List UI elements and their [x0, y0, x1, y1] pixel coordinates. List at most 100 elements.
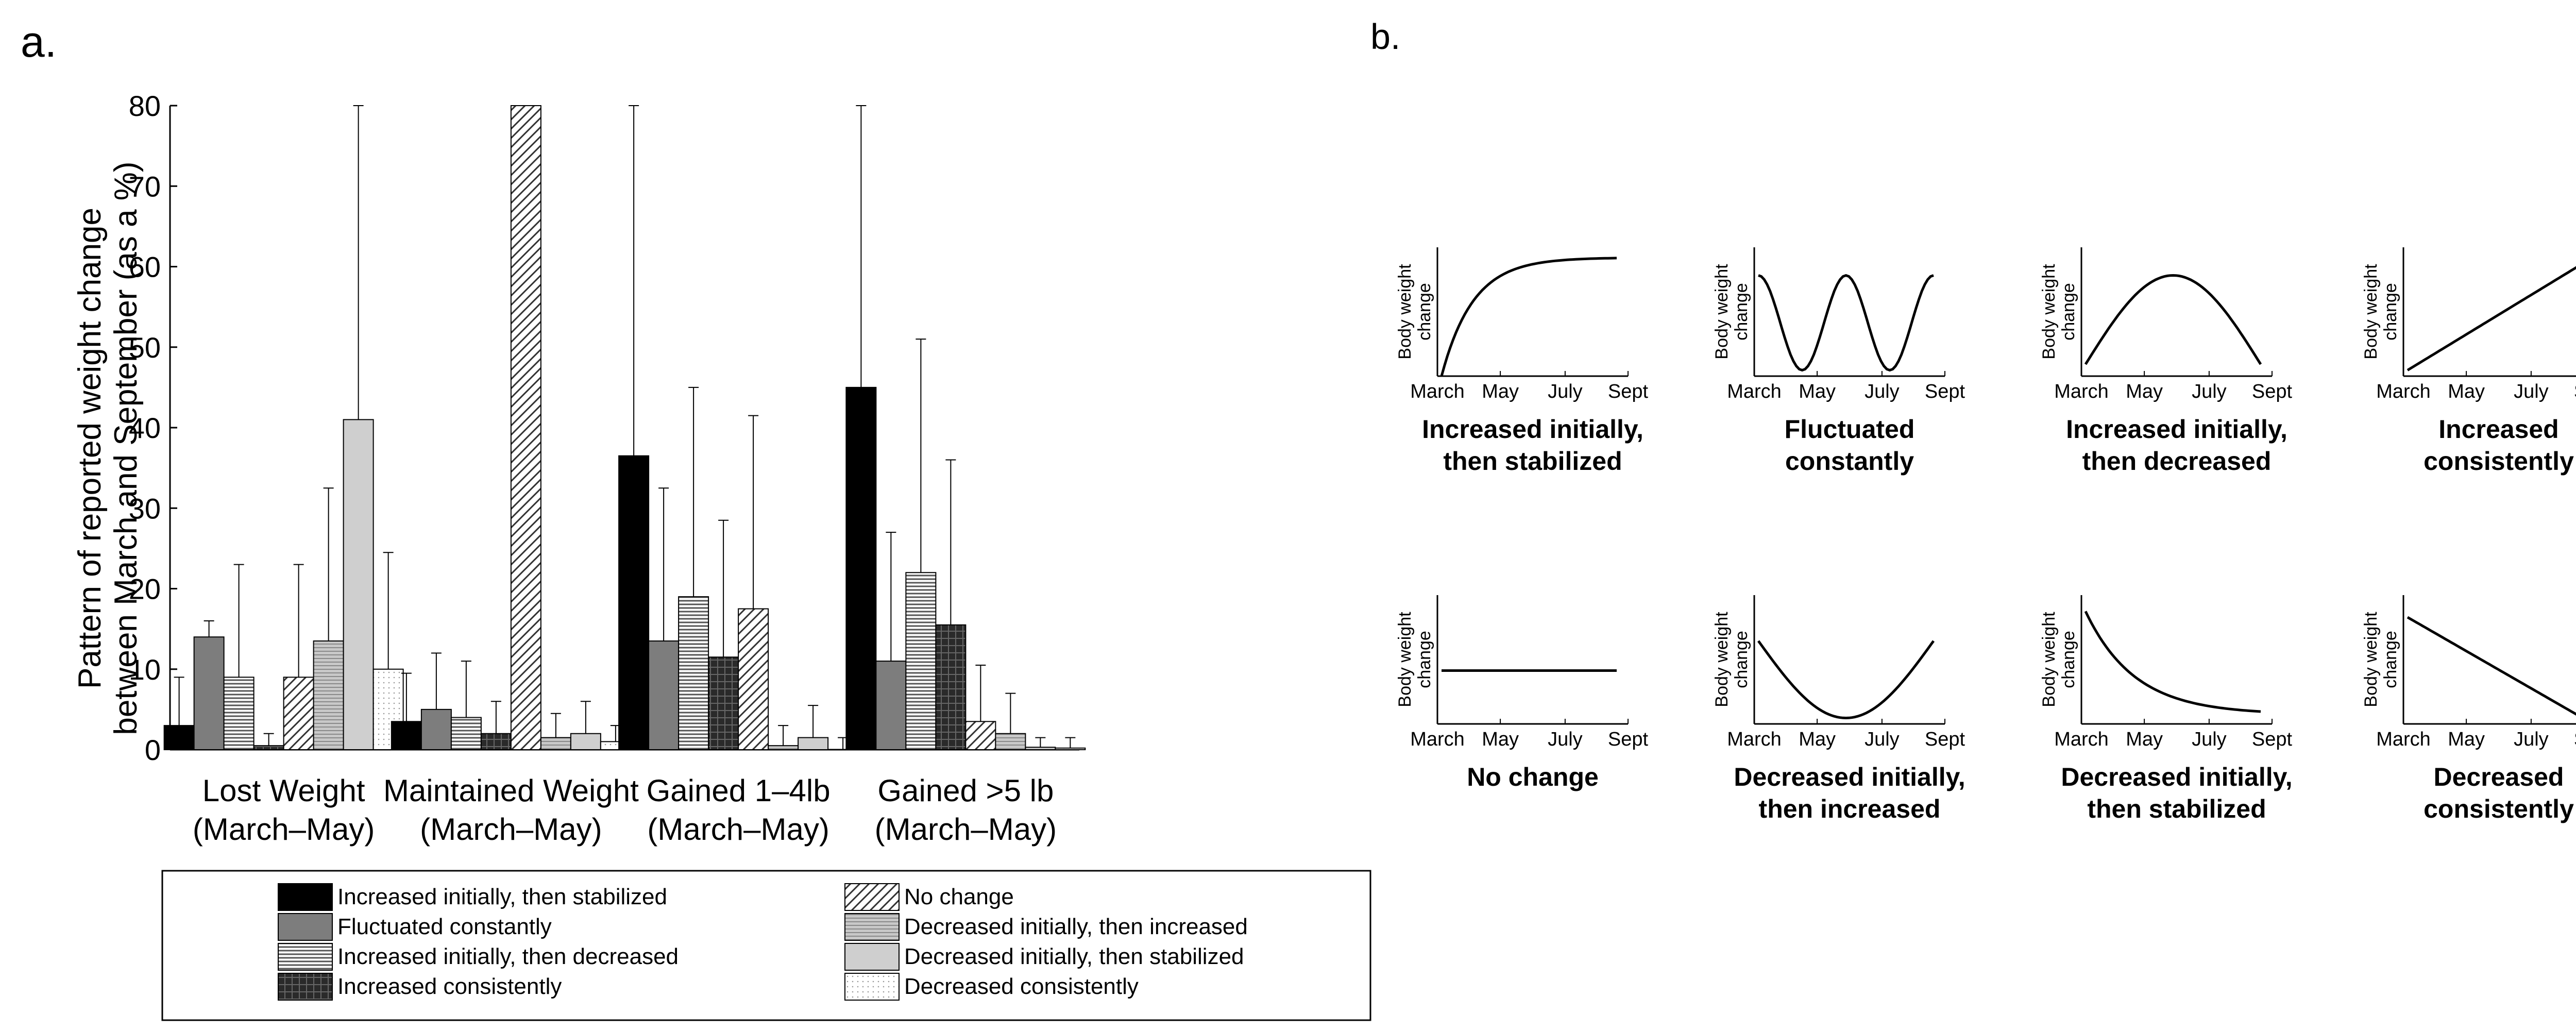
- schematic-curve: [1440, 257, 1617, 377]
- bar: [648, 640, 680, 750]
- bar: [905, 572, 937, 750]
- group-label: Gained >5 lb: [877, 773, 1054, 808]
- schematic-x-tick-label: Sept: [2574, 381, 2576, 402]
- schematic-y-label-line2: change: [1732, 283, 1751, 341]
- schematic-y-label: Body weight change: [2039, 264, 2078, 360]
- schematic-x-tick-label: May: [1482, 729, 1519, 750]
- schematic-title-line1: Decreased: [2434, 763, 2564, 791]
- panel-b-label: b.: [1370, 16, 1400, 57]
- schematic-title-line2: consistently: [2424, 795, 2574, 823]
- legend-swatch: [278, 883, 333, 911]
- schematic-x-tick-label: May: [2448, 381, 2485, 402]
- bar: [420, 708, 452, 750]
- bar: [738, 608, 769, 750]
- schematic-plot: March May July Sept Body weight change No chan…: [1395, 595, 1649, 791]
- legend-label: Increased initially, then stabilized: [337, 884, 667, 909]
- bar: [570, 733, 601, 750]
- bar: [935, 624, 967, 750]
- schematic-x-tick-label: July: [1865, 381, 1900, 402]
- legend-label: Increased initially, then decreased: [337, 944, 679, 969]
- group-label: Lost Weight: [202, 773, 365, 808]
- bar: [708, 656, 739, 750]
- y-tick-label: 80: [129, 90, 161, 122]
- y-tick-label: 20: [129, 573, 161, 605]
- legend-swatch: [844, 883, 900, 911]
- y-axis-title: Pattern of reported weight change betwee…: [72, 161, 144, 735]
- y-tick-label: 60: [129, 251, 161, 283]
- schematic-curve: [2406, 266, 2576, 371]
- bar: [283, 677, 314, 750]
- legend-label: Decreased consistently: [904, 974, 1139, 999]
- schematic-y-label-line2: change: [2381, 283, 2400, 341]
- schematic-x-tick-label: Sept: [1925, 381, 1965, 402]
- legend-swatch: [278, 973, 333, 1001]
- schematic-y-label: Body weight change: [2361, 264, 2400, 360]
- schematic-y-label: Body weight change: [2039, 612, 2078, 707]
- schematic-x-tick-label: May: [2126, 729, 2163, 750]
- legend-label: Increased consistently: [337, 974, 562, 999]
- schematic-x-tick-label: July: [2514, 729, 2549, 750]
- legend-swatch: [278, 913, 333, 941]
- schematic-x-tick-label: March: [2376, 381, 2431, 402]
- bar: [510, 105, 541, 750]
- schematic-curve: [2406, 616, 2576, 716]
- schematic-y-label-line1: Body weight: [2361, 612, 2381, 707]
- schematic-x-tick-label: March: [2054, 729, 2109, 750]
- bar: [480, 733, 512, 750]
- y-tick-label: 70: [129, 170, 161, 202]
- bar: [193, 636, 225, 750]
- schematic-x-tick-label: March: [2054, 381, 2109, 402]
- bar: [1055, 747, 1086, 750]
- schematic-x-tick-label: March: [1410, 381, 1465, 402]
- schematic-x-tick-label: May: [2448, 729, 2485, 750]
- schematic-y-label-line2: change: [1732, 631, 1751, 688]
- y-tick-label: 50: [129, 331, 161, 364]
- y-tick-label: 0: [145, 734, 161, 766]
- bar: [768, 745, 799, 750]
- schematic-curve: [1757, 640, 1935, 720]
- schematic-y-label-line2: change: [2381, 631, 2400, 688]
- schematic-y-label: Body weight change: [1395, 264, 1434, 360]
- schematic-x-tick-label: March: [1727, 381, 1782, 402]
- y-tick-label: 40: [129, 412, 161, 444]
- bar: [540, 737, 571, 750]
- legend-swatch: [278, 943, 333, 971]
- schematic-y-label-line2: change: [1415, 631, 1434, 688]
- group-label-sub: (March–May): [193, 812, 375, 847]
- legend-label: Decreased initially, then increased: [904, 914, 1248, 939]
- schematic-title-line2: then stabilized: [2087, 795, 2266, 823]
- schematic-y-label-line2: change: [2059, 631, 2078, 688]
- schematic-title-line1: Increased initially,: [1422, 415, 1643, 444]
- schematic-y-label-line1: Body weight: [2039, 264, 2059, 360]
- schematic-title-line2: then increased: [1759, 795, 1941, 823]
- schematic-title-line2: then decreased: [2082, 447, 2272, 476]
- schematic-x-tick-label: May: [1482, 381, 1519, 402]
- bar: [223, 677, 255, 750]
- bar: [965, 721, 996, 750]
- legend: Increased initially, then stabilized Fluc…: [161, 870, 1371, 1021]
- bar: [313, 640, 344, 750]
- schematic-x-tick-label: March: [2376, 729, 2431, 750]
- bar: [1025, 747, 1056, 750]
- bar: [343, 419, 374, 750]
- schematic-y-label-line2: change: [2059, 283, 2078, 341]
- y-tick-label: 10: [129, 653, 161, 686]
- panel-a-label: a.: [21, 18, 57, 66]
- schematic-title-line1: Increased: [2438, 415, 2558, 444]
- schematic-curve: [2084, 611, 2261, 713]
- schematic-title-line2: constantly: [1785, 447, 1914, 476]
- bar: [678, 596, 709, 750]
- schematic-y-label-line1: Body weight: [2039, 612, 2059, 707]
- bar: [995, 733, 1026, 750]
- bar: [875, 661, 907, 750]
- schematic-title-line1: Decreased initially,: [2061, 763, 2292, 791]
- legend-label: Fluctuated constantly: [337, 914, 552, 939]
- schematic-y-label-line1: Body weight: [1395, 264, 1415, 360]
- schematic-title-line1: Fluctuated: [1785, 415, 1915, 444]
